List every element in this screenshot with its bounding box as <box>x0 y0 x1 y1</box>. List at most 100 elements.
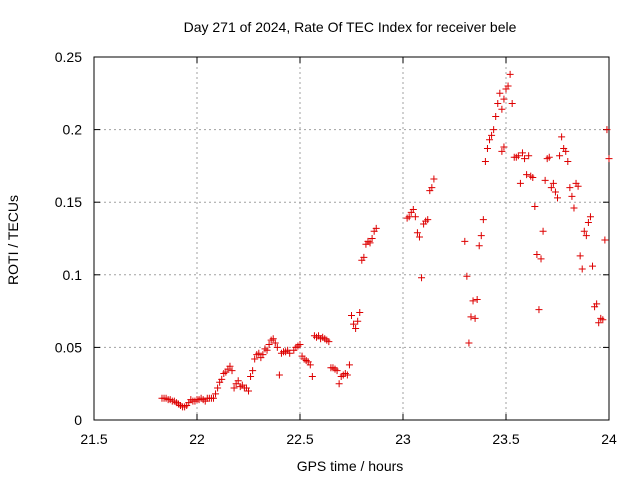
data-point <box>343 371 351 379</box>
data-point <box>586 213 594 221</box>
data-point <box>531 203 539 211</box>
data-point <box>605 155 613 163</box>
data-point <box>584 219 592 227</box>
data-point <box>259 351 267 359</box>
data-point <box>496 89 504 97</box>
data-point <box>556 152 564 160</box>
data-point <box>409 205 417 213</box>
data-point <box>475 242 483 250</box>
data-point <box>473 295 481 303</box>
data-point <box>333 367 341 375</box>
data-point <box>566 184 574 192</box>
data-point <box>551 188 559 196</box>
data-point <box>469 297 477 305</box>
data-point <box>593 300 601 308</box>
data-point <box>471 314 479 322</box>
data-point <box>574 182 582 190</box>
data-point <box>214 384 222 392</box>
data-point <box>506 70 514 78</box>
data-point <box>589 262 597 270</box>
data-point <box>296 340 304 348</box>
data-point <box>405 213 413 221</box>
data-point <box>554 194 561 202</box>
data-point <box>537 255 545 263</box>
data-point <box>564 158 572 166</box>
data-point <box>498 147 506 155</box>
axis-ticks: 21.5 22 22.5 23 23.5 24 0 0.05 0.1 0.15 0.2 0.25 <box>55 49 617 447</box>
data-point <box>494 99 502 107</box>
data-point <box>463 272 471 280</box>
data-point <box>467 313 475 321</box>
data-point <box>601 236 609 244</box>
data-point <box>483 144 491 152</box>
data-point <box>488 131 496 139</box>
data-point <box>430 175 438 183</box>
data-point <box>269 335 277 343</box>
data-point <box>306 361 314 369</box>
data-point <box>366 239 374 247</box>
data-point <box>521 155 529 163</box>
data-point <box>500 95 508 103</box>
data-point <box>595 319 603 327</box>
grid <box>94 57 609 420</box>
data-point <box>533 250 541 258</box>
data-point <box>350 320 358 328</box>
data-point <box>360 253 368 261</box>
data-point <box>479 216 487 224</box>
x-tick-label: 24 <box>601 431 617 447</box>
x-tick-label: 23.5 <box>492 431 519 447</box>
data-point <box>504 82 512 90</box>
data-point <box>523 171 531 179</box>
data-point <box>514 152 522 160</box>
data-point <box>508 99 516 107</box>
data-point <box>500 143 508 151</box>
y-tick-label: 0.2 <box>63 122 83 138</box>
data-point <box>599 316 607 324</box>
data-point <box>418 274 426 282</box>
data-point <box>424 216 432 224</box>
data-point <box>218 375 226 383</box>
data-point <box>535 306 543 314</box>
data-point <box>209 394 217 402</box>
data-point <box>308 372 316 380</box>
data-point <box>230 384 238 392</box>
x-tick-label: 23 <box>395 431 411 447</box>
data-point <box>247 372 255 380</box>
data-point <box>325 338 333 346</box>
data-point <box>356 309 364 317</box>
data-point <box>562 147 570 155</box>
plot-frame <box>93 56 610 421</box>
y-tick-label: 0 <box>74 412 82 428</box>
data-point <box>568 192 576 200</box>
x-tick-label: 22.5 <box>286 431 313 447</box>
y-axis-label: ROTI / TECUs <box>5 195 21 285</box>
data-point <box>368 235 376 242</box>
data-point <box>518 149 526 157</box>
data-point <box>275 371 283 379</box>
data-point <box>490 126 498 134</box>
data-point <box>226 362 234 370</box>
data-point <box>576 252 584 260</box>
data-point <box>549 179 557 187</box>
data-point <box>245 387 252 395</box>
data-point <box>570 204 578 212</box>
data-points <box>158 70 613 411</box>
data-point <box>529 174 537 182</box>
data-point <box>477 232 485 240</box>
data-point <box>265 340 273 348</box>
data-point <box>486 136 494 144</box>
y-tick-label: 0.15 <box>55 194 82 210</box>
data-point <box>255 349 263 357</box>
data-point <box>413 229 421 237</box>
x-tick-label: 21.5 <box>80 431 107 447</box>
data-point <box>558 133 566 141</box>
data-point <box>545 153 553 161</box>
data-point <box>271 339 279 347</box>
data-point <box>547 184 555 192</box>
data-point <box>286 349 294 357</box>
y-tick-label: 0.25 <box>55 49 82 65</box>
data-point <box>234 377 242 385</box>
data-point <box>465 339 473 347</box>
data-point <box>263 346 271 354</box>
